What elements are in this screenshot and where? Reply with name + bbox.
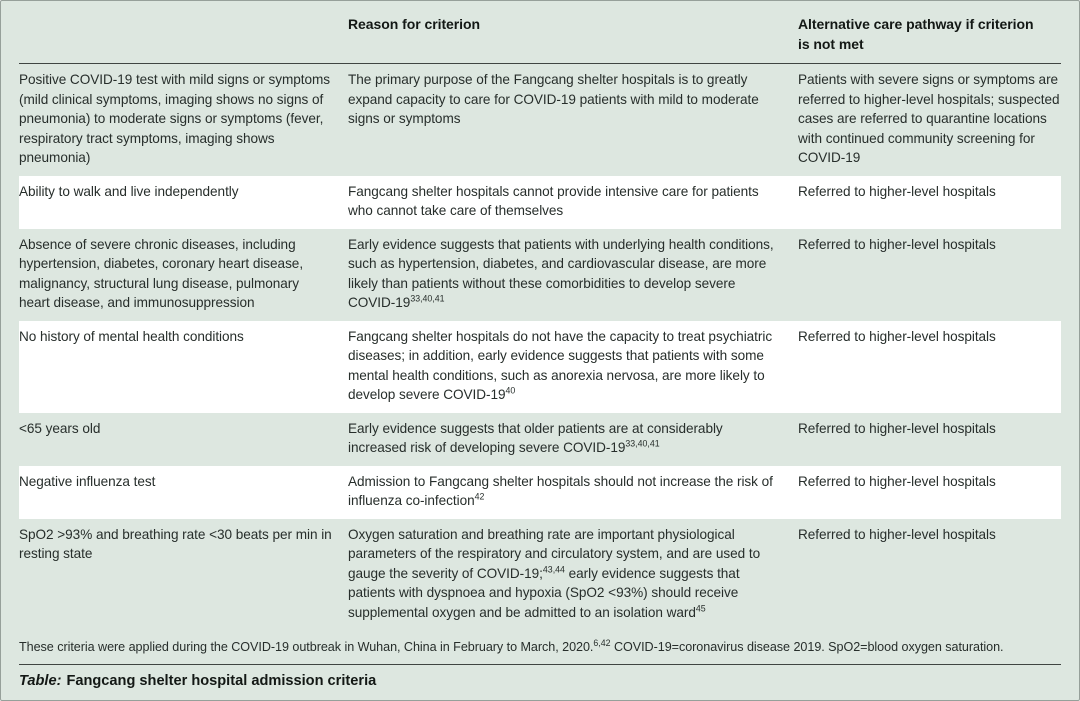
reason-cell: Early evidence suggests that older patie…: [348, 420, 723, 456]
table-row: Positive COVID-19 test with mild signs o…: [19, 64, 1061, 176]
reference-superscript: 42: [474, 491, 485, 502]
reason-cell: Oxygen saturation and breathing rate are…: [348, 526, 761, 620]
reason-cell: The primary purpose of the Fangcang shel…: [348, 72, 759, 126]
reference-superscript: 45: [695, 602, 706, 613]
header-criterion: [19, 13, 348, 63]
criterion-cell: Positive COVID-19 test with mild signs o…: [19, 72, 330, 165]
table-row: No history of mental health conditions Fa…: [19, 320, 1061, 413]
table-body: Positive COVID-19 test with mild signs o…: [19, 64, 1061, 630]
caption-label: Table:: [19, 673, 62, 689]
table-row: SpO2 >93% and breathing rate <30 beats p…: [19, 519, 1061, 631]
table-row: <65 years old Early evidence suggests tha…: [19, 413, 1061, 466]
alternative-cell: Referred to higher-level hospitals: [798, 526, 996, 542]
reason-cell: Admission to Fangcang shelter hospitals …: [348, 473, 773, 509]
reason-cell: Fangcang shelter hospitals do not have t…: [348, 328, 773, 403]
criterion-cell: Absence of severe chronic diseases, incl…: [19, 236, 304, 311]
caption-divider: [19, 664, 1061, 665]
reference-superscript: 33,40,41: [410, 293, 445, 304]
table-header-row: Reason for criterion Alternative care pa…: [19, 13, 1061, 64]
criterion-cell: Ability to walk and live independently: [19, 183, 239, 199]
alternative-cell: Referred to higher-level hospitals: [798, 183, 996, 199]
criterion-cell: No history of mental health conditions: [19, 328, 244, 344]
criterion-cell: Negative influenza test: [19, 473, 156, 489]
alternative-cell: Referred to higher-level hospitals: [798, 473, 996, 489]
reference-superscript: 6,42: [593, 637, 611, 648]
table-row: Negative influenza test Admission to Fang…: [19, 465, 1061, 519]
alternative-cell: Patients with severe signs or symptoms a…: [798, 72, 1060, 165]
reference-superscript: 40: [505, 385, 516, 396]
criterion-cell: SpO2 >93% and breathing rate <30 beats p…: [19, 526, 332, 562]
header-alternative: Alternative care pathway if criterion is…: [798, 16, 1034, 52]
criterion-cell: <65 years old: [19, 420, 101, 436]
caption-text: Fangcang shelter hospital admission crit…: [66, 673, 377, 689]
reference-superscript: 33,40,41: [625, 438, 660, 449]
table-row: Absence of severe chronic diseases, incl…: [19, 229, 1061, 321]
reason-cell: Early evidence suggests that patients wi…: [348, 236, 774, 311]
alternative-cell: Referred to higher-level hospitals: [798, 420, 996, 436]
alternative-cell: Referred to higher-level hospitals: [798, 236, 996, 252]
table-row: Ability to walk and live independently Fa…: [19, 175, 1061, 229]
reference-superscript: 43,44: [542, 563, 565, 574]
table-caption: Table: Fangcang shelter hospital admissio…: [19, 665, 1061, 689]
reason-cell: Fangcang shelter hospitals cannot provid…: [348, 183, 759, 219]
table-footnote: These criteria were applied during the C…: [19, 637, 1004, 654]
header-reason: Reason for criterion: [348, 16, 481, 32]
alternative-cell: Referred to higher-level hospitals: [798, 328, 996, 344]
